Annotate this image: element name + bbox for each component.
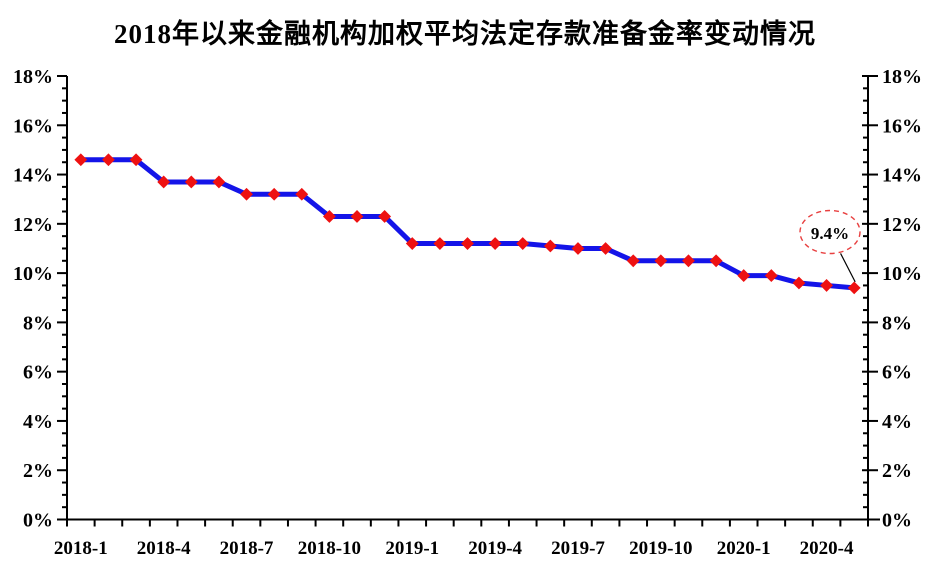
data-point-marker: [212, 175, 226, 189]
y-axis-label-left: 16%: [13, 115, 53, 137]
annotation-label: 9.4%: [811, 224, 849, 243]
annotation-callout: 9.4%: [799, 209, 861, 283]
data-point-marker: [764, 269, 778, 282]
x-axis-label: 2019-1: [385, 538, 439, 559]
y-axis-label-left: 18%: [13, 66, 53, 88]
y-axis-label-right: 2%: [882, 460, 912, 482]
y-axis-label-right: 12%: [882, 214, 922, 236]
y-axis-label-right: 10%: [882, 263, 922, 285]
data-point-marker: [571, 242, 585, 255]
y-axis-label-left: 12%: [13, 214, 53, 236]
data-point-marker: [516, 237, 530, 250]
y-axis-label-right: 0%: [882, 510, 912, 532]
data-point-marker: [737, 269, 751, 282]
x-axis-labels: 2018-1 2018-4 2018-7 2018-10 2019-1 2019-4 201…: [54, 538, 854, 559]
data-point-markers: [74, 153, 861, 295]
y-axis-label-left: 4%: [23, 411, 53, 433]
annotation-leader-line: [840, 253, 856, 283]
data-point-marker: [405, 237, 419, 250]
data-point-marker: [599, 242, 613, 255]
y-axis-label-left: 10%: [13, 263, 53, 285]
data-point-marker: [129, 153, 143, 167]
y-axis-label-right: 4%: [882, 411, 912, 433]
data-point-marker: [240, 187, 253, 201]
data-point-marker: [157, 175, 171, 189]
y-axis-label-right: 16%: [882, 115, 922, 137]
data-point-marker: [709, 254, 723, 268]
y-axis-label-left: 6%: [23, 362, 53, 384]
x-axis-label: 2019-10: [629, 538, 692, 559]
data-point-marker: [461, 237, 474, 250]
y-axis-ticks: [57, 75, 878, 521]
y-axis-label-right: 8%: [882, 312, 912, 334]
data-point-marker: [184, 175, 198, 189]
data-point-marker: [378, 210, 392, 223]
x-axis-label: 2018-1: [54, 538, 108, 559]
data-point-marker: [350, 210, 364, 223]
data-point-marker: [488, 237, 502, 250]
y-axis-label-right: 18%: [882, 66, 922, 88]
data-line: [78, 157, 857, 291]
y-axis-label-left: 0%: [23, 510, 53, 532]
data-point-marker: [322, 210, 336, 223]
x-axis-label: 2018-4: [137, 538, 191, 559]
data-point-marker: [626, 254, 640, 268]
x-axis-label: 2019-4: [468, 538, 522, 559]
data-point-marker: [682, 254, 695, 268]
axes: [66, 76, 880, 521]
x-axis-label: 2018-7: [220, 538, 274, 559]
y-axis-label-left: 2%: [23, 460, 53, 482]
data-point-marker: [295, 187, 309, 201]
y-axis-label-left: 8%: [23, 312, 53, 334]
data-point-marker: [74, 153, 88, 167]
data-point-marker: [267, 187, 281, 201]
data-point-marker: [820, 279, 833, 292]
x-axis-label: 2020-4: [800, 538, 854, 559]
data-point-marker: [543, 239, 557, 253]
y-axis-label-right: 14%: [882, 165, 922, 187]
x-axis-label: 2020-1: [717, 538, 771, 559]
x-axis-label: 2018-10: [298, 538, 361, 559]
data-point-marker: [847, 281, 861, 295]
annotation-ellipse: [799, 209, 861, 255]
data-point-marker: [102, 153, 115, 167]
x-axis-ticks: [66, 519, 869, 527]
y-axis-label-right: 6%: [882, 362, 912, 384]
x-axis-label: 2019-7: [551, 538, 605, 559]
data-point-marker: [792, 276, 806, 290]
data-point-marker: [654, 254, 668, 268]
data-point-marker: [433, 237, 447, 250]
y-axis-label-left: 14%: [13, 165, 53, 187]
y-axis-labels: 0% 0% 2% 2% 4% 4% 6% 6% 8% 8% 10% 10% 12% 12% 14% 14% 16…: [13, 66, 922, 532]
chart-title: 2018年以来金融机构加权平均法定存款准备金率变动情况: [114, 19, 816, 49]
